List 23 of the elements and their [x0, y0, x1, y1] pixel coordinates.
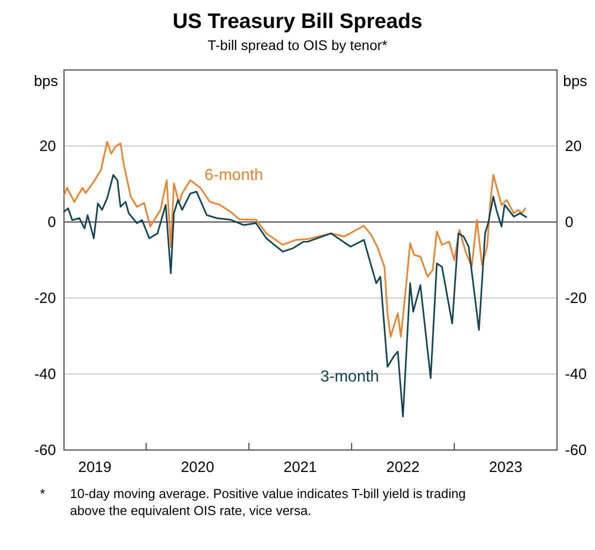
- y-tick-label: -40: [34, 366, 56, 383]
- x-tick-label: 2023: [488, 459, 522, 476]
- x-tick-label: 2022: [386, 459, 420, 476]
- y2-tick-label: -60: [565, 442, 587, 459]
- series-label: 3-month: [320, 368, 380, 386]
- y2-axis-title: bps: [563, 73, 588, 90]
- y2-tick-label: 0: [565, 214, 574, 231]
- y-tick-label: -60: [34, 442, 56, 459]
- y2-tick-label: -20: [565, 290, 587, 307]
- x-tick-label: 2020: [180, 459, 214, 476]
- x-tick-label: 2019: [78, 459, 112, 476]
- y-axis-title: bps: [34, 73, 58, 90]
- y-tick-label: 0: [48, 214, 56, 231]
- y2-tick-label: -40: [565, 366, 587, 383]
- line-series: [63, 141, 526, 338]
- y-tick-label: -20: [34, 290, 56, 307]
- chart-subtitle: T-bill spread to OIS by tenor*: [208, 37, 388, 53]
- chart-title: US Treasury Bill Spreads: [172, 10, 422, 33]
- y2-tick-label: 20: [565, 138, 582, 155]
- y-tick-label: 20: [39, 138, 56, 155]
- text: * 10-day moving average. Positive value indicates T-bill yield is trading above the equivalent OIS rate, vice versa.: [40, 486, 466, 518]
- x-tick-label: 2021: [284, 459, 317, 476]
- series-label: 6-month: [204, 167, 264, 184]
